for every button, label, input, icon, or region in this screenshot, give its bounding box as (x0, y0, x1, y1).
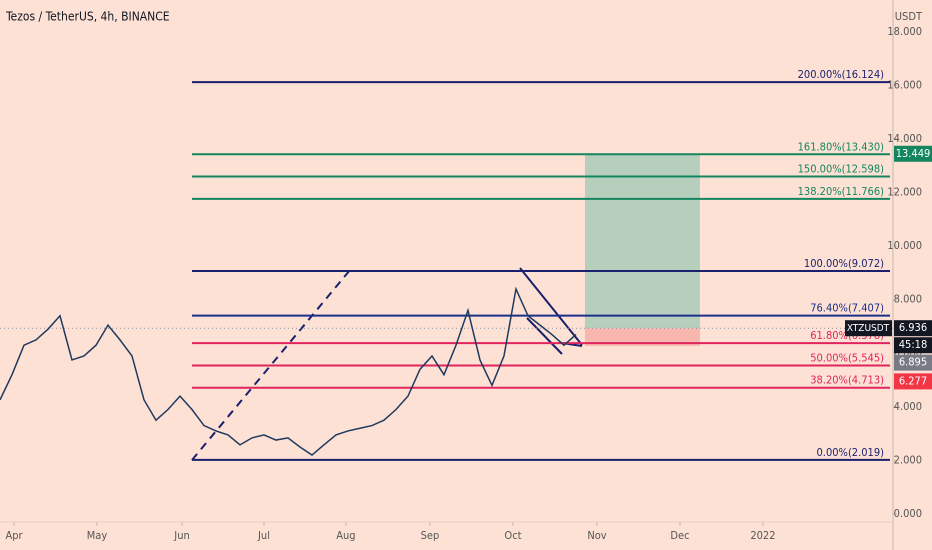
price-tag (894, 373, 932, 390)
x-tick-label: Aug (336, 529, 355, 542)
x-tick-label: Nov (587, 529, 606, 542)
price-tag-label: 6.895 (899, 356, 927, 369)
fib-label: 161.80%(13.430) (798, 140, 885, 153)
fib-label: 76.40%(7.407) (810, 302, 884, 315)
fib-label: 200.00%(16.124) (798, 68, 885, 81)
x-tick-label: Jul (257, 529, 270, 542)
x-tick-label: Sep (421, 529, 440, 542)
chart-title: Tezos / TetherUS, 4h, BINANCE (5, 10, 170, 24)
price-tag (894, 320, 932, 337)
y-tick-label: 18.000 (887, 25, 922, 38)
price-tag-label: 6.936 (899, 321, 927, 334)
y-tick-label: 10.000 (887, 239, 922, 252)
y-tick-label: 12.000 (887, 186, 922, 199)
price-tag (894, 145, 932, 162)
wedge-line (526, 317, 563, 355)
y-tick-label: 16.000 (887, 78, 922, 91)
fib-label: 100.00%(9.072) (804, 257, 884, 270)
y-tick-label: 0.000 (894, 507, 922, 520)
symbol-tag (845, 320, 892, 337)
fib-label: 138.20%(11.766) (798, 185, 885, 198)
fib-label: 150.00%(12.598) (798, 163, 885, 176)
wedge-line (519, 267, 583, 346)
x-tick-label: 2022 (750, 529, 775, 542)
target-zone (584, 153, 700, 329)
fib-label: 0.00%(2.019) (817, 446, 885, 459)
x-tick-label: Jun (173, 529, 189, 542)
fib-label: 50.00%(5.545) (810, 351, 884, 364)
y-tick-label: 14.000 (887, 132, 922, 145)
y-tick-label: 4.000 (894, 400, 922, 413)
fib-label: 38.20%(4.713) (810, 374, 884, 387)
price-tag-label: 6.277 (899, 374, 927, 387)
price-tag (894, 337, 932, 354)
price-tag-label: 45:18 (899, 338, 928, 351)
price-tag (894, 354, 932, 371)
price-series (0, 286, 577, 456)
x-tick-label: May (87, 529, 108, 542)
unit-label: USDT (895, 10, 923, 23)
x-tick-label: Dec (670, 529, 689, 542)
y-tick-label: 8.000 (894, 293, 922, 306)
price-tag-label: 13.449 (896, 147, 931, 160)
stop-zone (584, 328, 700, 346)
symbol-label: XTZUSDT (847, 323, 890, 334)
x-tick-label: Oct (504, 529, 521, 542)
x-tick-label: Apr (5, 529, 23, 542)
y-tick-label: 2.000 (894, 453, 922, 466)
